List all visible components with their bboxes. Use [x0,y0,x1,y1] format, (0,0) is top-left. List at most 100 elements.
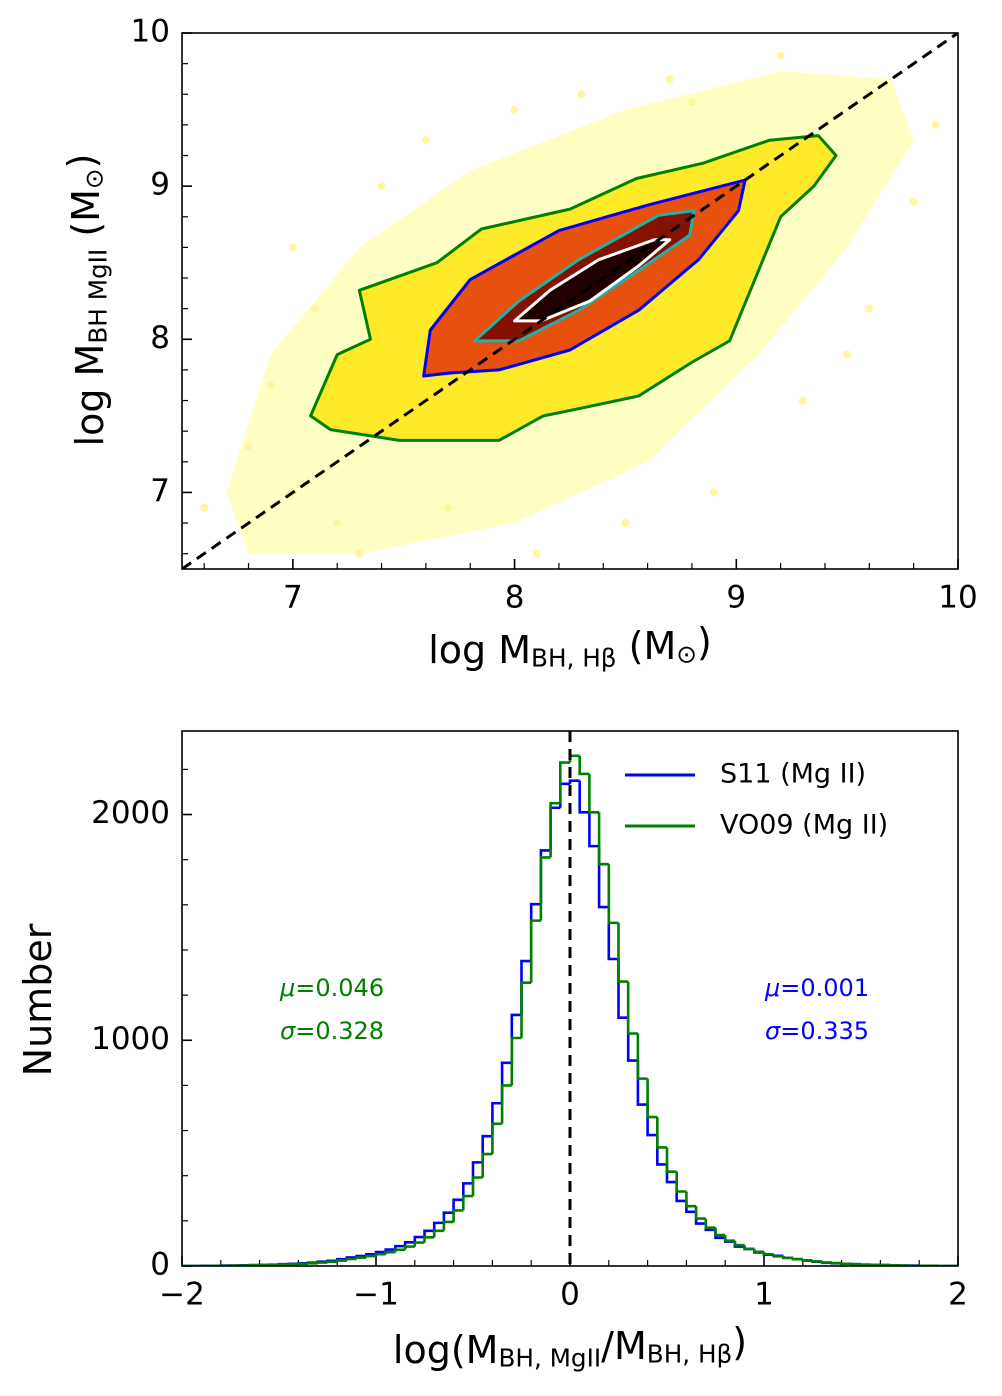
annotation-part: =0.335 [780,1017,869,1045]
x-tick-label: 9 [726,580,746,616]
histogram-step [791,1257,803,1261]
histogram-step [636,1060,648,1106]
annotation-part: σ [280,1017,296,1045]
histogram-step [452,1198,464,1213]
histogram-step [723,1235,735,1243]
histogram-step [646,1104,658,1137]
histogram-step [394,1248,406,1253]
histogram-step [403,1241,415,1247]
y-tick-label: 9 [150,167,170,203]
histogram-step [782,1256,794,1260]
histogram-step [471,1176,483,1197]
label-part: log M [68,344,112,447]
histogram-step [626,981,638,1035]
histogram-step [481,1152,493,1178]
histogram-step [345,1257,357,1261]
x-tick-label: 8 [505,580,525,616]
annotation: σ=0.328 [280,1017,384,1045]
scatter-point [266,381,275,390]
histogram-step [316,1261,328,1264]
x-tick-label: −2 [159,1277,205,1313]
x-tick-label: 10 [938,580,977,616]
histogram-step [432,1221,444,1231]
histogram-step [607,864,619,925]
scatter-point [776,51,785,60]
histogram-step [326,1260,338,1264]
histogram-step [597,812,609,866]
scatter-point [577,90,586,99]
histogram-step [578,755,590,776]
label-part: ) [732,1320,747,1364]
histogram-step [529,919,541,983]
histogram-step [840,1262,852,1266]
histogram-step [694,1206,706,1220]
scatter-point [687,97,696,106]
scatter-point [333,519,342,528]
scatter-point [200,503,209,512]
histogram-step [733,1240,745,1247]
annotation-part: σ [765,1017,781,1045]
histogram-step [365,1254,376,1258]
scatter-point [532,549,541,558]
scatter-point [288,243,297,252]
annotation: μ=0.001 [764,974,869,1002]
label-part: Number [16,923,60,1076]
histogram-step [626,1017,638,1062]
y-tick-label: 10 [131,14,170,50]
histogram-step [510,1036,522,1086]
histogram-step [500,1084,512,1124]
histogram-step [675,1171,687,1193]
histogram-step [442,1220,454,1231]
annotation: σ=0.335 [765,1017,869,1045]
scatter-point [355,549,364,558]
annotation-part: =0.328 [295,1017,384,1045]
x-axis-label: log(MBH, MgII/MBH, Hβ) [393,1320,747,1373]
label-part: ⊙ [79,168,108,189]
label-part: (M [64,189,108,249]
scatter-point [444,503,453,512]
scatter-point [377,182,386,191]
annotation-part: =0.046 [295,974,384,1002]
label-part: ) [697,620,712,664]
histogram-step [539,856,551,921]
histogram-step [588,773,600,814]
histogram-step [481,1134,493,1163]
histogram-step [588,812,600,848]
scatter-point [244,442,253,451]
label-part: BH, MgII [498,1343,601,1372]
histogram-step [491,1122,503,1155]
scatter-point [865,304,874,313]
histogram-step [491,1101,503,1137]
histogram-step [462,1182,473,1200]
scatter-point [798,396,807,405]
histogram-step [423,1229,435,1238]
y-tick-label: 8 [150,320,170,356]
histogram-step [520,959,532,1015]
histogram-step [394,1244,406,1250]
y-tick-label: 2000 [91,795,170,831]
x-tick-label: −1 [353,1277,399,1313]
label-part: log(M [393,1328,499,1372]
scatter-point [510,105,519,114]
histogram-step [529,902,541,962]
histogram-step [772,1254,784,1258]
histogram-step [665,1164,677,1184]
histogram-step [568,779,580,784]
histogram-step [656,1135,667,1166]
x-tick-label: 1 [754,1277,774,1313]
histogram-step [636,1033,648,1080]
histogram-step [665,1147,677,1173]
histogram-step [374,1252,386,1257]
y-axis-label: log MBH MgII (M⊙) [60,154,113,447]
x-axis-label: log MBH, Hβ (M⊙) [428,620,712,673]
histogram-step [578,780,590,814]
plot-area [182,33,958,569]
histogram-step [617,958,629,1019]
scatter-point [710,488,719,497]
x-tick-label: 0 [560,1277,580,1313]
x-tick-label: 2 [948,1277,968,1313]
histogram-step [830,1261,842,1265]
scatter-point [421,136,430,145]
scatter-point [621,519,630,528]
histogram-step [423,1236,435,1243]
